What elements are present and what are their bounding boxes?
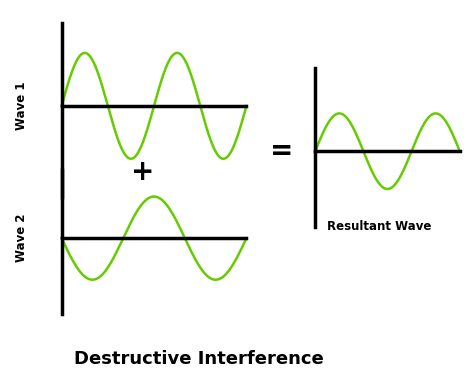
Text: Wave 1: Wave 1 <box>15 82 28 130</box>
Text: Wave 2: Wave 2 <box>15 214 28 262</box>
Text: =: = <box>270 137 294 165</box>
Text: +: + <box>130 158 154 186</box>
Text: Destructive Interference: Destructive Interference <box>74 350 324 368</box>
Text: Resultant Wave: Resultant Wave <box>327 220 431 233</box>
